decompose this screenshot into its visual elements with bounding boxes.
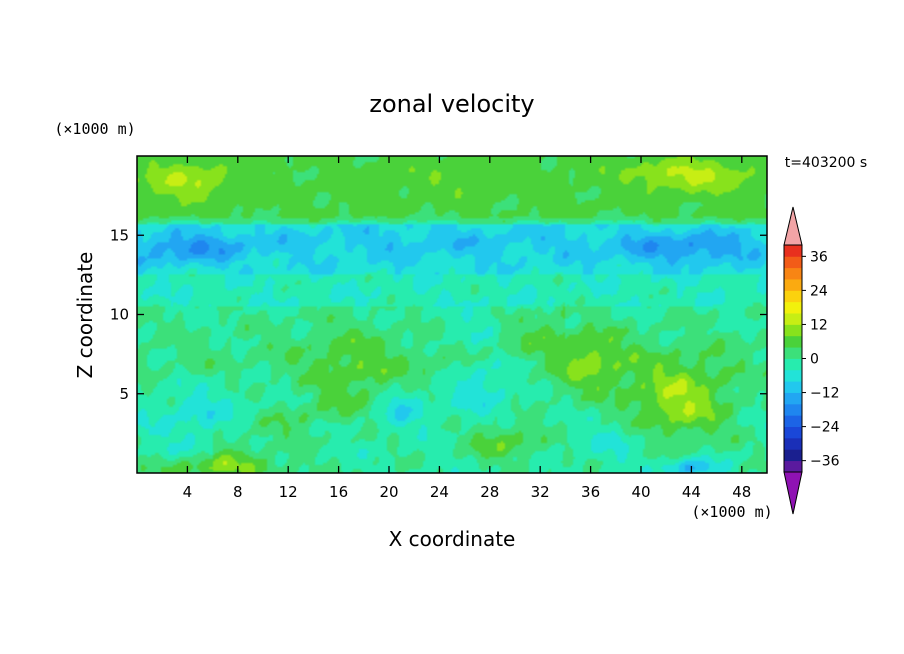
colorbar-band [784,358,802,371]
colorbar-band [784,381,802,393]
colorbar-band [784,267,802,280]
colorbar-band [784,335,802,348]
colorbar-tick-label: −36 [810,454,840,470]
y-axis-ticks: 5 10 15 [110,226,767,403]
y-tick-label: 5 [119,385,129,403]
colorbar-tick-label: 36 [810,249,828,265]
colorbar: 36 24 12 0 −12 −24 −36 [783,206,840,515]
x-tick-label: 32 [531,483,550,501]
x-axis-label: X coordinate [389,527,516,551]
colorbar-over-arrow [783,206,803,246]
colorbar-band [784,392,802,405]
x-axis-ticks: 4 8 12 16 20 24 28 32 36 40 44 48 [183,156,751,501]
velocity-field [137,156,767,473]
colorbar-band [784,279,802,291]
x-tick-label: 24 [430,483,449,501]
colorbar-tick-label: 0 [810,352,819,368]
colorbar-band [784,403,802,416]
velocity-field-image [137,156,767,473]
colorbar-band [784,437,802,450]
colorbar-band [784,256,802,269]
colorbar-band [784,426,802,439]
colorbar-tick-label: 12 [810,317,828,333]
x-tick-label: 4 [183,483,193,501]
colorbar-band [784,313,802,325]
x-tick-label: 40 [631,483,650,501]
colorbar-band [784,449,802,462]
y-axis-unit: (×1000 m) [54,120,135,138]
x-tick-label: 36 [581,483,600,501]
time-label: t=403200 s [785,155,867,171]
x-tick-label: 48 [732,483,751,501]
y-tick-label: 10 [110,306,129,324]
colorbar-tick-label: 24 [810,283,828,299]
colorbar-band [784,245,802,257]
x-axis-unit: (×1000 m) [691,503,772,521]
y-tick-label: 15 [110,226,129,244]
y-axis-label: Z coordinate [73,252,97,379]
x-tick-label: 44 [682,483,701,501]
colorbar-tick-label: −24 [810,420,840,436]
chart-title: zonal velocity [369,90,534,118]
x-tick-label: 12 [279,483,298,501]
colorbar-band [784,324,802,337]
x-tick-label: 8 [233,483,243,501]
colorbar-band [784,460,802,473]
x-tick-label: 20 [379,483,398,501]
colorbar-band [784,415,802,427]
colorbar-under-arrow [783,471,803,515]
x-tick-label: 16 [329,483,348,501]
colorbar-band [784,369,802,382]
colorbar-band [784,301,802,314]
colorbar-band [784,347,802,359]
x-tick-label: 28 [480,483,499,501]
colorbar-tick-label: −12 [810,386,840,402]
colorbar-band [784,290,802,303]
